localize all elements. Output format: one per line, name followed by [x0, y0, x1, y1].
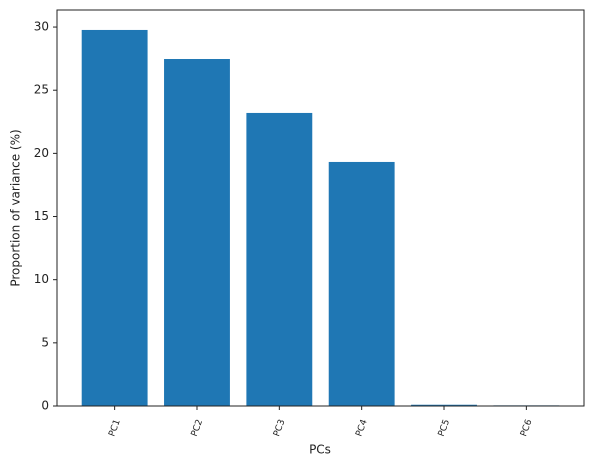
y-tick-label: 0 — [41, 399, 49, 413]
y-tick-label: 10 — [34, 272, 49, 286]
y-tick-label: 25 — [34, 83, 49, 97]
y-tick-label: 30 — [34, 20, 49, 34]
plot-frame — [56, 9, 585, 407]
x-tick-label: PC1 — [107, 418, 122, 438]
x-axis-label: PCs — [309, 443, 331, 457]
bar — [328, 161, 395, 406]
y-axis-label: Proportion of variance (%) — [9, 129, 23, 286]
bar — [81, 29, 148, 407]
y-tick-label: 15 — [34, 209, 49, 223]
x-tick-label: PC4 — [354, 418, 369, 438]
x-tick-label: PC5 — [437, 418, 452, 438]
bar — [246, 112, 313, 407]
y-tick-label: 5 — [41, 335, 49, 349]
x-tick-label: PC2 — [190, 418, 205, 438]
x-tick-label: PC3 — [272, 418, 287, 438]
bar — [164, 59, 230, 406]
y-tick-label: 20 — [34, 146, 49, 160]
x-tick-label: PC6 — [519, 418, 534, 438]
bar — [411, 404, 477, 406]
